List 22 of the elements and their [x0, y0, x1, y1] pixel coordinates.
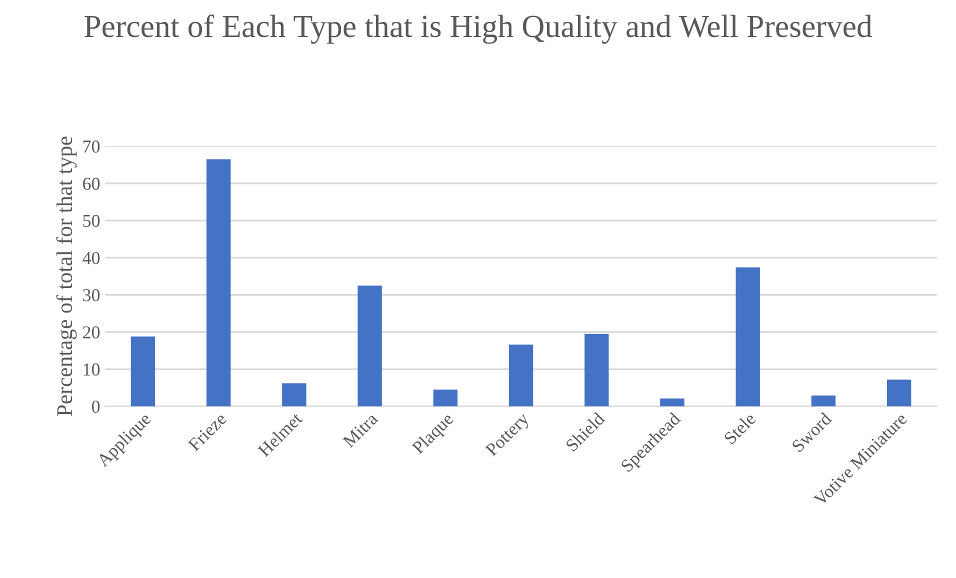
chart-title: Percent of Each Type that is High Quality and Well Preserved: [84, 14, 872, 44]
bar: [206, 159, 231, 406]
y-tick-label: 50: [83, 214, 100, 227]
x-tick-label: Stele: [723, 412, 756, 445]
bar: [282, 383, 306, 406]
bar: [130, 336, 156, 406]
bar: [736, 267, 760, 406]
y-tick-label: 40: [82, 252, 100, 264]
bar: [886, 380, 912, 406]
bar: [660, 398, 684, 406]
y-tick-label: 0: [92, 400, 100, 413]
y-tick-label: 60: [83, 178, 100, 190]
y-tick-label: 10: [84, 363, 100, 376]
bar: [358, 286, 382, 406]
bar: [584, 334, 609, 406]
y-tick-label: 70: [83, 140, 100, 153]
bar: [433, 390, 458, 406]
bar: [811, 396, 836, 406]
y-axis-title: Percentage of total for that type: [56, 136, 77, 416]
y-tick-label: 30: [83, 289, 100, 302]
y-tick-label: 20: [83, 326, 100, 338]
bar: [508, 344, 534, 406]
